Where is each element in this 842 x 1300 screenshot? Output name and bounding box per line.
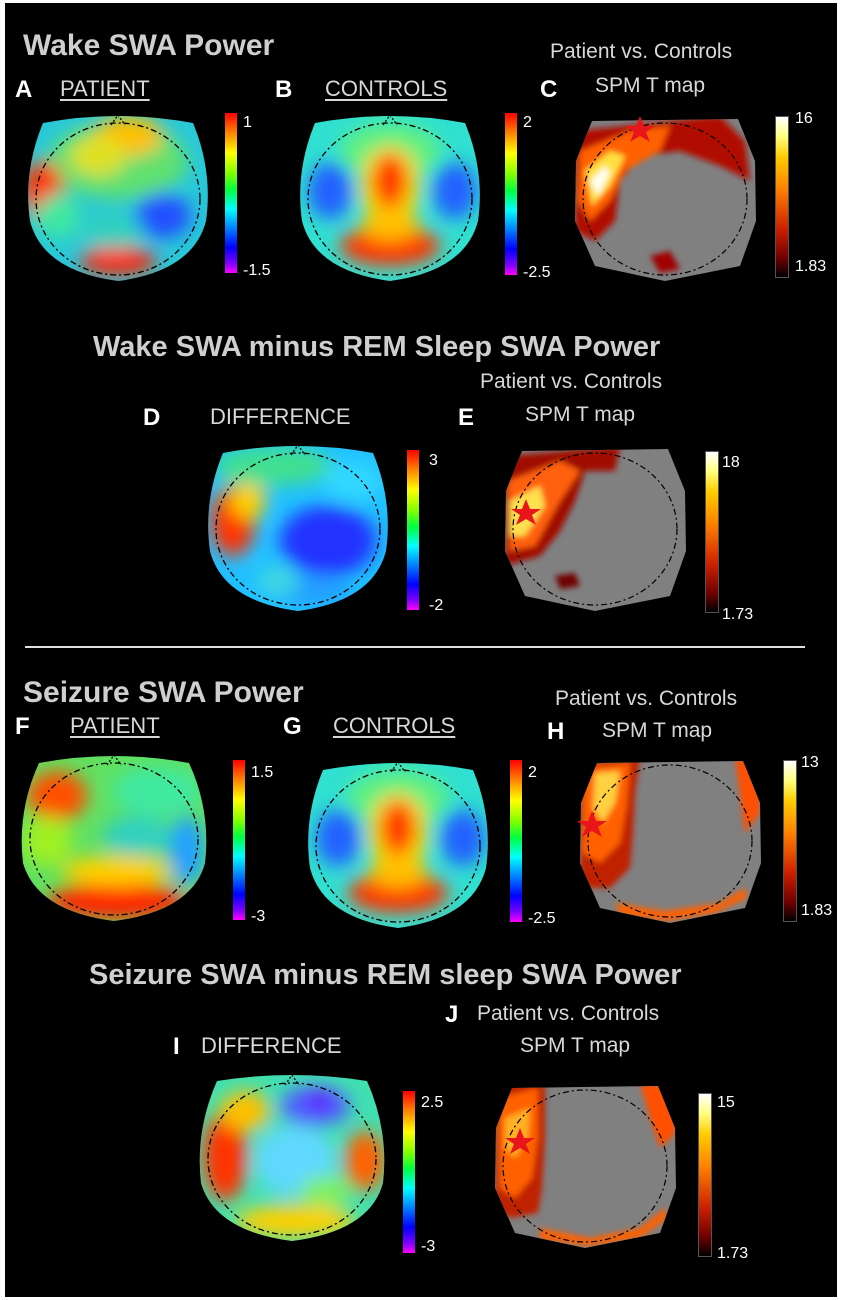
colorbar-c	[775, 116, 789, 278]
colorbar-h-max: 13	[801, 754, 819, 771]
tmap-j-seizure-minus-rem	[495, 1086, 676, 1248]
panel-letter-f: F	[15, 713, 30, 740]
panel-c-caption-2: SPM T map	[595, 74, 706, 97]
colorbar-b	[505, 113, 517, 275]
colorbar-i	[403, 1091, 415, 1253]
tmap-h-seizure	[577, 761, 761, 923]
colorbar-g-max: 2	[528, 764, 537, 781]
panel-g-label: CONTROLS	[333, 713, 456, 738]
colorbar-d-min: -2	[429, 597, 444, 614]
panel-letter-h: H	[547, 718, 565, 745]
colorbar-f-max: 1.5	[251, 764, 274, 781]
section-title-wake-minus-rem: Wake SWA minus REM Sleep SWA Power	[93, 331, 661, 363]
section-title-seizure: Seizure SWA Power	[23, 676, 304, 709]
colorbar-c-max: 16	[795, 110, 813, 127]
panel-d-label: DIFFERENCE	[210, 404, 351, 429]
topomap-a-patient-wake	[28, 113, 208, 281]
colorbar-c-min: 1.83	[795, 258, 827, 275]
colorbar-i-max: 2.5	[421, 1094, 444, 1111]
tmap-c-wake	[575, 116, 756, 281]
colorbar-g	[510, 760, 522, 922]
colorbar-e-max: 18	[722, 454, 740, 471]
panel-h-caption-1: Patient vs. Controls	[555, 687, 738, 710]
panel-letter-j: J	[445, 1001, 459, 1028]
colorbar-f	[233, 760, 245, 920]
colorbar-e	[705, 451, 719, 613]
panel-c-caption-1: Patient vs. Controls	[550, 40, 733, 63]
section-divider	[25, 646, 805, 648]
topomap-g-controls-seizure	[308, 760, 488, 928]
colorbar-j	[698, 1093, 712, 1257]
topomap-d-difference-wake	[208, 443, 388, 611]
panel-i-label: DIFFERENCE	[201, 1033, 342, 1058]
panel-letter-d: D	[143, 404, 161, 431]
colorbar-j-max: 15	[717, 1094, 735, 1111]
colorbar-i-min: -3	[421, 1238, 436, 1255]
panel-j-caption-2: SPM T map	[520, 1034, 631, 1057]
colorbar-j-min: 1.73	[717, 1245, 749, 1262]
topomap-i-difference-seizure	[199, 1073, 385, 1241]
colorbar-h-min: 1.83	[801, 902, 833, 919]
panel-a-label: PATIENT	[60, 76, 150, 101]
panel-h-caption-2: SPM T map	[602, 719, 713, 742]
colorbar-a-min: -1.5	[243, 262, 271, 279]
panel-letter-e: E	[458, 404, 475, 431]
panel-letter-g: G	[283, 713, 302, 740]
colorbar-f-min: -3	[251, 908, 266, 925]
section-title-wake: Wake SWA Power	[23, 29, 275, 62]
colorbar-b-min: -2.5	[523, 264, 551, 281]
tmap-e-wake-minus-rem	[505, 449, 686, 611]
panel-letter-i: I	[173, 1033, 180, 1060]
figure-panel: Wake SWA Power A PATIENT B CONTROLS Pati…	[5, 3, 837, 1297]
panel-j-caption-1: Patient vs. Controls	[477, 1002, 660, 1025]
panel-e-caption-1: Patient vs. Controls	[480, 370, 663, 393]
colorbar-h	[783, 760, 797, 922]
colorbar-d	[407, 450, 419, 610]
colorbar-g-min: -2.5	[528, 910, 556, 927]
topomap-f-patient-seizure	[21, 753, 207, 921]
panel-e-caption-2: SPM T map	[525, 403, 636, 426]
colorbar-a	[225, 113, 237, 273]
panel-f-label: PATIENT	[70, 713, 160, 738]
colorbar-a-max: 1	[243, 114, 252, 131]
panel-letter-c: C	[540, 76, 558, 103]
colorbar-d-max: 3	[429, 452, 438, 469]
section-title-seizure-minus-rem: Seizure SWA minus REM sleep SWA Power	[89, 959, 682, 991]
colorbar-b-max: 2	[523, 114, 532, 131]
panel-b-label: CONTROLS	[325, 76, 448, 101]
colorbar-e-min: 1.73	[722, 606, 754, 623]
panel-letter-a: A	[15, 76, 33, 103]
panel-letter-b: B	[275, 76, 293, 103]
topomap-b-controls-wake	[300, 113, 480, 281]
